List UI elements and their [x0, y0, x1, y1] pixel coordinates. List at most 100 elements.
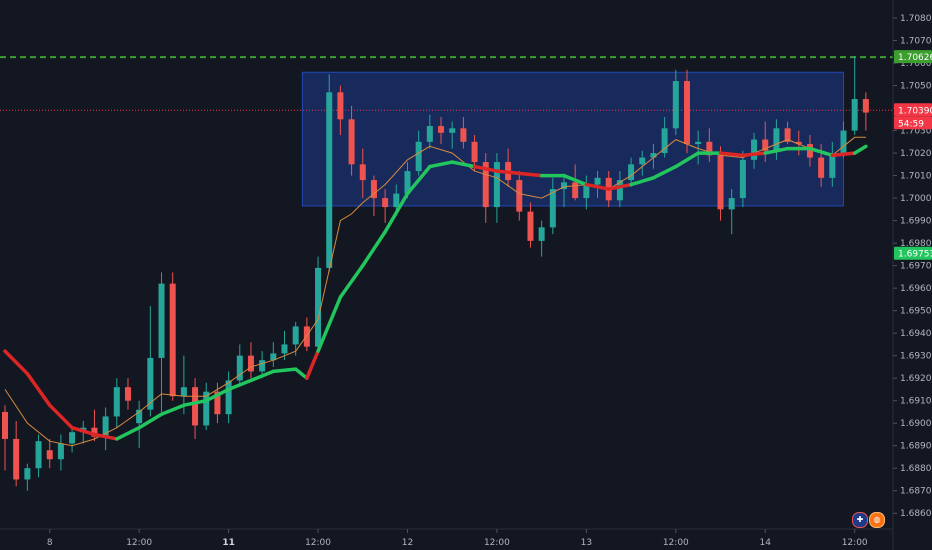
- candle-body: [337, 92, 344, 120]
- candle[interactable]: [449, 121, 456, 149]
- candle-body: [214, 391, 221, 415]
- candle[interactable]: [717, 146, 724, 221]
- candle[interactable]: [259, 351, 266, 379]
- candle[interactable]: [628, 157, 635, 187]
- candle[interactable]: [672, 69, 679, 136]
- candle[interactable]: [13, 420, 20, 487]
- candle-body: [393, 193, 400, 208]
- candle[interactable]: [728, 189, 735, 235]
- thick-moving-average-segment: [584, 182, 611, 191]
- candle[interactable]: [762, 121, 769, 163]
- candle[interactable]: [639, 150, 646, 176]
- thick-moving-average-segment: [293, 367, 309, 380]
- candle[interactable]: [549, 177, 556, 235]
- candle[interactable]: [482, 153, 489, 223]
- candle[interactable]: [359, 148, 366, 199]
- dashed-level-price-tag-text: 1.70626: [898, 53, 932, 63]
- candle[interactable]: [806, 135, 813, 167]
- candle-body: [762, 139, 769, 151]
- countdown-tag[interactable]: 54:59: [894, 116, 932, 130]
- candle[interactable]: [572, 164, 579, 201]
- candle-body: [415, 141, 422, 172]
- candle-body: [270, 353, 277, 361]
- candle[interactable]: [516, 171, 523, 221]
- candle[interactable]: [147, 306, 154, 417]
- uk-flag-icon[interactable]: ✚: [852, 512, 868, 528]
- candle[interactable]: [438, 117, 445, 145]
- candle[interactable]: [527, 202, 534, 248]
- candle[interactable]: [57, 434, 64, 471]
- candle-body: [370, 180, 377, 199]
- candle[interactable]: [426, 114, 433, 149]
- candle-body: [91, 427, 98, 437]
- candle[interactable]: [773, 119, 780, 160]
- moving-average-price-tag[interactable]: 1.69753: [894, 246, 932, 260]
- candle[interactable]: [326, 74, 333, 273]
- candle[interactable]: [784, 121, 791, 145]
- candle[interactable]: [382, 189, 389, 223]
- candle-body: [829, 153, 836, 178]
- candle[interactable]: [851, 56, 858, 136]
- candle[interactable]: [158, 272, 165, 412]
- candle[interactable]: [24, 463, 31, 491]
- candle[interactable]: [337, 85, 344, 136]
- candle[interactable]: [292, 321, 299, 356]
- candle[interactable]: [695, 130, 702, 165]
- candle[interactable]: [751, 132, 758, 169]
- candle[interactable]: [136, 400, 143, 448]
- y-tick-label: 1.69900: [900, 217, 932, 227]
- thick-moving-average-segment: [718, 151, 745, 158]
- candle[interactable]: [493, 153, 500, 223]
- candle[interactable]: [192, 378, 199, 439]
- candle[interactable]: [270, 342, 277, 367]
- candle[interactable]: [594, 171, 601, 199]
- candle-body: [851, 99, 858, 131]
- candle[interactable]: [113, 378, 120, 428]
- candle[interactable]: [460, 117, 467, 149]
- candle-body: [203, 391, 210, 426]
- candle[interactable]: [616, 171, 623, 208]
- candle[interactable]: [862, 92, 869, 131]
- candle[interactable]: [661, 117, 668, 158]
- candle[interactable]: [225, 371, 232, 424]
- candle[interactable]: [69, 427, 76, 453]
- candle[interactable]: [203, 382, 210, 430]
- candle[interactable]: [236, 344, 243, 385]
- candle[interactable]: [370, 175, 377, 217]
- x-tick-label: 8: [47, 538, 53, 548]
- x-tick-label: 12:00: [484, 538, 510, 548]
- candle[interactable]: [706, 128, 713, 163]
- candle[interactable]: [795, 130, 802, 156]
- candle[interactable]: [650, 144, 657, 169]
- candle-body: [359, 164, 366, 181]
- candle[interactable]: [348, 105, 355, 176]
- candle[interactable]: [247, 342, 254, 379]
- currency-flag-icon[interactable]: ◍: [869, 512, 885, 528]
- candle[interactable]: [739, 150, 746, 208]
- candle[interactable]: [102, 407, 109, 451]
- candle[interactable]: [124, 378, 131, 410]
- candle-body: [438, 126, 445, 133]
- candle[interactable]: [169, 272, 176, 401]
- thick-moving-average-segment: [852, 144, 868, 155]
- candle[interactable]: [829, 141, 836, 187]
- candle-body: [739, 159, 746, 199]
- candle[interactable]: [840, 121, 847, 158]
- candle[interactable]: [683, 69, 690, 154]
- y-tick-label: 1.70500: [900, 82, 932, 92]
- candle[interactable]: [2, 405, 8, 471]
- candle[interactable]: [561, 175, 567, 208]
- candle-body: [348, 119, 355, 165]
- candle-body: [169, 283, 176, 397]
- candle[interactable]: [46, 438, 53, 469]
- dashed-level-price-tag[interactable]: 1.70626: [894, 50, 932, 64]
- candle[interactable]: [538, 220, 545, 257]
- candle[interactable]: [315, 256, 322, 352]
- last-price-tag[interactable]: 1.70390: [894, 103, 932, 117]
- candle[interactable]: [35, 434, 42, 478]
- candle[interactable]: [303, 317, 310, 352]
- candle[interactable]: [583, 175, 590, 210]
- candle-body: [583, 184, 590, 199]
- candle-body: [818, 157, 825, 178]
